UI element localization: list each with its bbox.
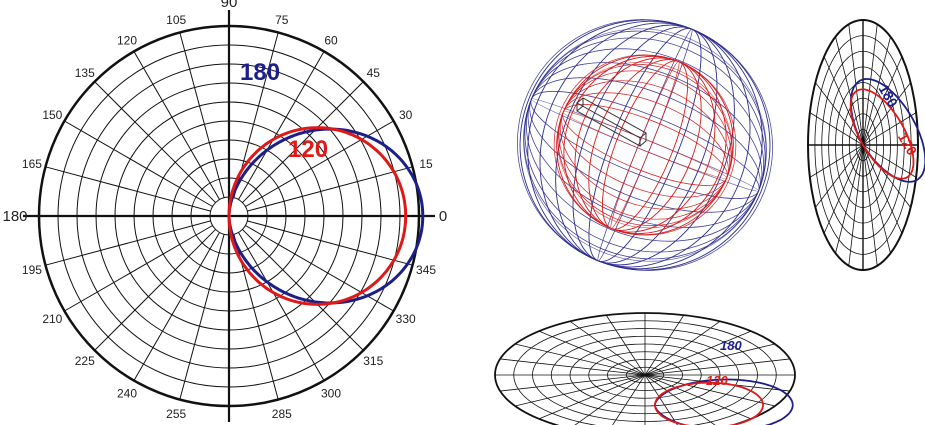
meridian-line — [558, 70, 732, 220]
angle-label: 150 — [42, 108, 62, 122]
curve-label-120-flat: 120 — [706, 373, 728, 388]
polar-grid — [23, 10, 435, 422]
pattern-curve-180 — [227, 127, 425, 305]
angle-label: 120 — [117, 33, 137, 47]
meridian-line — [558, 70, 732, 220]
polar-plot-main: 0 15 30 45 60 75 90 105 120 135 150 165 180 195 210 225… — [2, 0, 447, 425]
pattern-120-meridians — [553, 54, 737, 236]
polar-curves-flat — [654, 378, 794, 425]
grid-spoke — [179, 234, 225, 400]
angle-label: 210 — [42, 312, 62, 326]
angle-label: 195 — [22, 263, 42, 277]
pattern-curve-120-flat — [654, 381, 764, 425]
polar-angle-labels: 0 15 30 45 60 75 90 105 120 135 150 165 180 195 210 225… — [2, 0, 447, 425]
pattern-180-meridians — [517, 19, 773, 271]
grid-spoke — [45, 220, 211, 266]
angle-label: 75 — [275, 13, 289, 27]
curve-label-180-flat: 180 — [720, 338, 742, 353]
grid-spoke — [245, 225, 394, 312]
curve-label-120-tilted: 120 — [895, 130, 921, 158]
meridian-line — [557, 64, 733, 226]
angle-label: 345 — [416, 263, 436, 277]
grid-spoke — [247, 220, 413, 266]
grid-spoke — [500, 358, 790, 392]
meridian-line — [519, 19, 771, 271]
meridian-line — [523, 30, 767, 260]
grid-spoke — [133, 51, 220, 200]
grid-spoke — [45, 166, 211, 212]
meridian-line — [559, 80, 731, 210]
angle-label: 45 — [367, 66, 381, 80]
grid-spoke — [179, 32, 225, 198]
grid-spoke — [94, 81, 216, 203]
angle-label: 270 — [216, 422, 241, 425]
angle-label: 30 — [399, 108, 413, 122]
angle-label: 285 — [272, 407, 292, 421]
polar-plot-tilted: 180 120 — [807, 19, 925, 271]
grid-spoke — [247, 166, 413, 212]
angle-label: 0 — [439, 208, 447, 225]
radiation-pattern-3d — [517, 19, 773, 271]
angle-label: 180 — [2, 208, 27, 225]
antenna-element — [576, 97, 647, 147]
grid-spoke — [238, 232, 325, 381]
grid-spoke — [94, 229, 216, 351]
angle-label: 330 — [396, 312, 416, 326]
angle-label: 225 — [75, 354, 95, 368]
grid-spoke — [245, 120, 394, 207]
meridian-line — [562, 111, 728, 179]
angle-label: 255 — [166, 407, 186, 421]
curve-label-180: 180 — [240, 59, 280, 86]
meridian-line — [574, 57, 716, 233]
polar-curves — [227, 126, 425, 306]
angle-label: 60 — [324, 33, 338, 47]
polar-grid-flat — [494, 312, 796, 425]
grid-spoke — [238, 51, 325, 200]
curve-label-120: 120 — [288, 136, 328, 163]
angle-label: 105 — [166, 13, 186, 27]
meridian-line — [553, 54, 737, 236]
grid-spoke — [64, 225, 213, 312]
meridian-line — [610, 61, 680, 229]
angle-label: 15 — [419, 157, 433, 171]
meridian-line — [563, 55, 727, 235]
angle-label: 240 — [117, 387, 137, 401]
meridian-line — [563, 55, 727, 235]
polar-curves-tilted — [849, 78, 925, 183]
angle-label: 90 — [221, 0, 238, 11]
grid-spoke — [242, 81, 364, 203]
pattern-curve-120-tilted — [849, 88, 915, 180]
angle-label: 135 — [75, 66, 95, 80]
angle-label: 165 — [22, 157, 42, 171]
angle-label: 300 — [321, 387, 341, 401]
grid-spoke — [133, 232, 220, 381]
grid-spoke — [64, 120, 213, 207]
polar-plot-flat: 180 120 — [494, 312, 796, 425]
angle-label: 315 — [363, 354, 383, 368]
pattern-curve-120 — [227, 126, 408, 306]
meridian-line — [574, 57, 716, 233]
curve-label-180-tilted: 180 — [876, 82, 902, 110]
grid-spoke — [242, 229, 364, 351]
